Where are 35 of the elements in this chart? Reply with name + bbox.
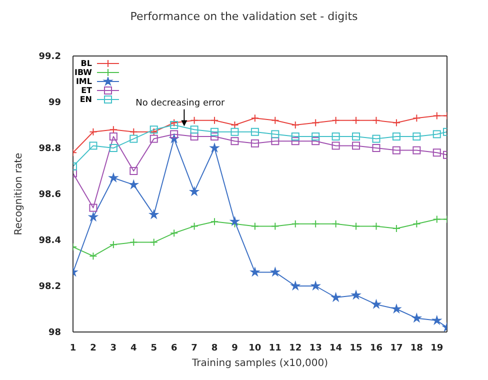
x-tick-label: 19 bbox=[430, 343, 444, 354]
x-tick-label: 1 bbox=[70, 343, 76, 354]
x-tick-label: 13 bbox=[309, 343, 322, 354]
x-tick-label: 11 bbox=[268, 343, 282, 354]
x-tick-label: 2 bbox=[90, 343, 96, 354]
x-tick-label: 9 bbox=[232, 343, 238, 354]
legend-label: BL bbox=[80, 59, 92, 68]
y-tick-label: 98.2 bbox=[38, 282, 61, 292]
x-tick-label: 8 bbox=[211, 343, 218, 354]
x-tick-label: 10 bbox=[248, 343, 262, 354]
legend-label: ET bbox=[80, 86, 92, 95]
legend-label: IML bbox=[74, 77, 92, 86]
x-axis-title: Training samples (x10,000) bbox=[190, 358, 328, 369]
x-tick-label: 5 bbox=[150, 343, 157, 354]
x-tick-label: 12 bbox=[289, 343, 302, 354]
x-tick-label: 18 bbox=[410, 343, 423, 354]
legend-label: IBW bbox=[74, 68, 92, 77]
x-tick-label: 15 bbox=[350, 343, 362, 354]
x-tick-label: 7 bbox=[191, 343, 198, 354]
x-tick-label: 17 bbox=[390, 343, 403, 354]
y-tick-label: 98.6 bbox=[38, 190, 61, 200]
x-tick-label: 3 bbox=[110, 343, 117, 354]
x-tick-label: 4 bbox=[130, 343, 137, 354]
y-tick-label: 98 bbox=[48, 328, 61, 338]
y-axis-title: Recognition rate bbox=[14, 152, 25, 236]
chart-title: Performance on the validation set - digits bbox=[129, 10, 359, 23]
y-tick-label: 98.8 bbox=[38, 144, 61, 154]
y-tick-label: 99.2 bbox=[38, 52, 61, 62]
annotation: No decreasing error bbox=[136, 98, 226, 108]
x-tick-label: 16 bbox=[370, 343, 383, 354]
x-tick-label: 14 bbox=[330, 343, 342, 354]
y-tick-label: 98.4 bbox=[38, 236, 61, 246]
y-tick-label: 99 bbox=[48, 98, 61, 108]
legend-label: EN bbox=[78, 95, 92, 104]
x-tick-label: 6 bbox=[170, 343, 178, 354]
